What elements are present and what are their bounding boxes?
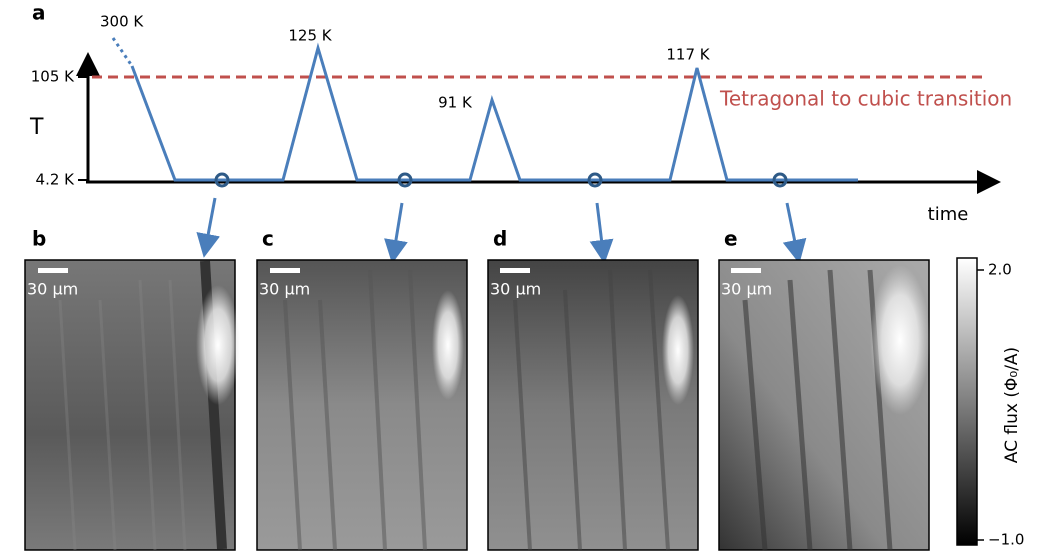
figure: a 105 K 4.2 K T time Tetragonal to cubic… <box>0 0 1052 553</box>
image-c: c <box>257 227 467 551</box>
colorbar-min: −1.0 <box>988 531 1024 549</box>
y-axis-label: T <box>29 115 44 140</box>
scale-bar-label: 30 μm <box>27 280 78 299</box>
panel-label: a <box>32 1 46 25</box>
measurement-points <box>216 174 786 186</box>
x-axis-label: time <box>928 204 969 225</box>
tick-label: 105 K <box>31 68 75 86</box>
temperature-profile <box>132 48 858 180</box>
tick-label: 4.2 K <box>36 171 76 189</box>
scale-bar-label: 30 μm <box>259 280 310 299</box>
panel-label: b <box>32 227 46 251</box>
colorbar <box>957 258 977 545</box>
scale-bar-label: 30 μm <box>490 280 541 299</box>
image-e: e <box>719 227 930 551</box>
transition-label: Tetragonal to cubic transition <box>719 87 1012 111</box>
panel-label: e <box>724 227 738 251</box>
peak-label: 300 K <box>100 13 144 31</box>
panel-label: c <box>262 227 274 251</box>
peak-label: 117 K <box>666 46 710 64</box>
panel-label: d <box>493 227 507 251</box>
peak-label: 91 K <box>438 94 473 112</box>
scale-bar-label: 30 μm <box>721 280 772 299</box>
image-b: b <box>25 227 240 551</box>
profile-dotted <box>113 38 132 66</box>
colorbar-label: AC flux (Φ₀/A) <box>1002 347 1022 463</box>
colorbar-max: 2.0 <box>988 261 1012 279</box>
peak-label: 125 K <box>288 27 332 45</box>
image-d: d <box>488 227 698 551</box>
